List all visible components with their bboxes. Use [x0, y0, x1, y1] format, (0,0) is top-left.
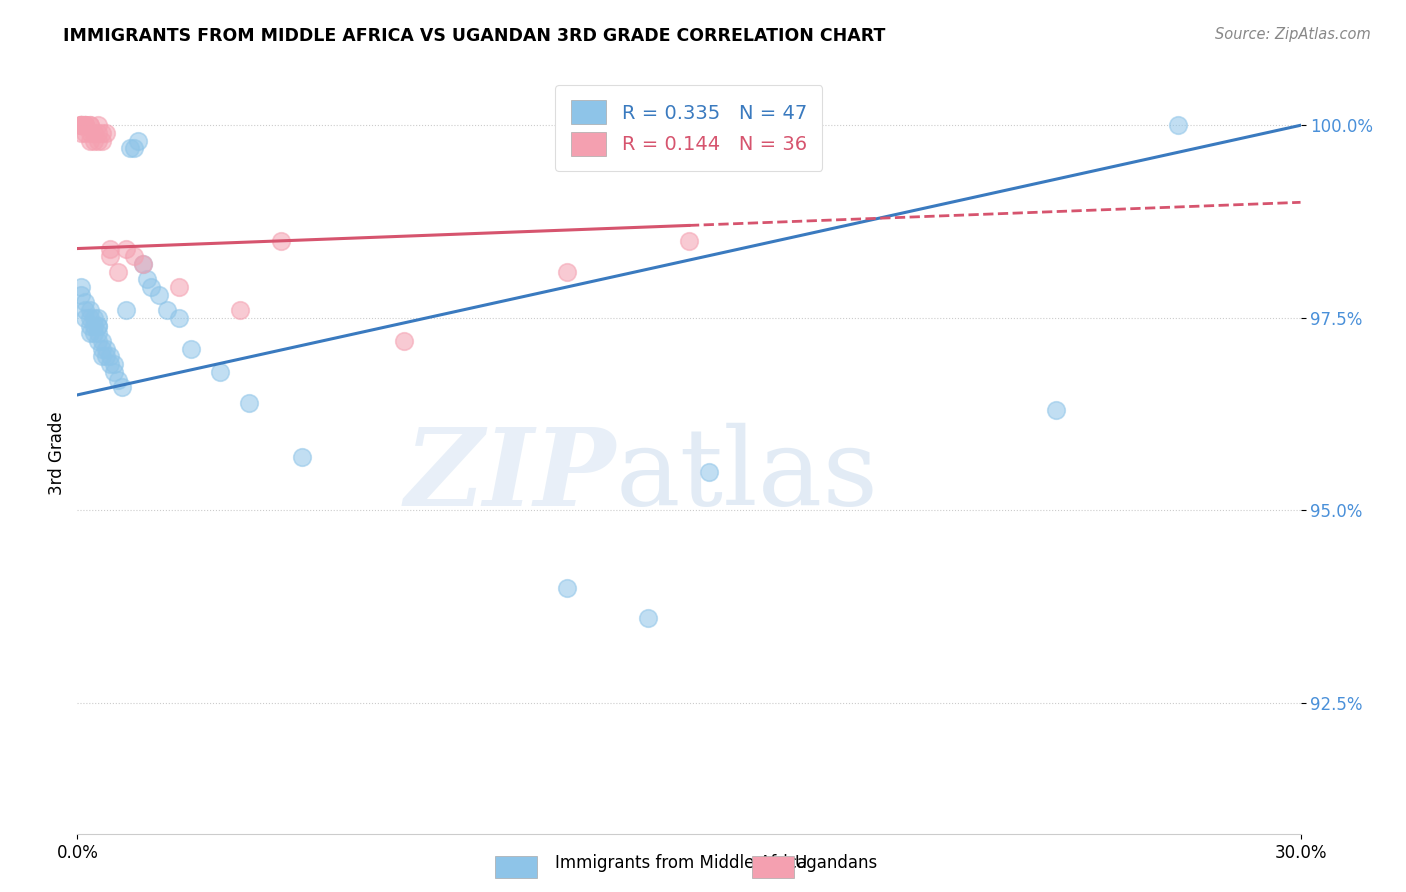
Point	[127, 134, 149, 148]
Point	[229, 303, 252, 318]
Point	[103, 357, 125, 371]
Point	[699, 465, 721, 479]
Point	[156, 303, 179, 318]
Point	[79, 118, 101, 132]
Point	[70, 118, 93, 132]
Point	[124, 141, 146, 155]
Point	[290, 450, 312, 464]
Point	[79, 303, 101, 318]
Point	[83, 310, 105, 325]
Text: Source: ZipAtlas.com: Source: ZipAtlas.com	[1215, 27, 1371, 42]
Text: Immigrants from Middle Africa: Immigrants from Middle Africa	[555, 855, 807, 872]
Y-axis label: 3rd Grade: 3rd Grade	[48, 411, 66, 494]
Point	[70, 126, 93, 140]
Point	[107, 372, 129, 386]
Point	[70, 118, 93, 132]
Point	[180, 342, 202, 356]
Point	[1167, 118, 1189, 132]
Point	[75, 126, 97, 140]
Point	[75, 303, 97, 318]
Point	[79, 118, 101, 132]
Point	[111, 380, 134, 394]
Point	[79, 318, 101, 333]
Point	[678, 234, 700, 248]
Point	[75, 118, 97, 132]
Point	[90, 350, 112, 364]
Point	[169, 310, 191, 325]
Point	[87, 318, 110, 333]
Point	[94, 342, 117, 356]
Text: ZIP: ZIP	[404, 423, 616, 529]
Point	[75, 118, 97, 132]
Point	[555, 265, 578, 279]
Point	[75, 118, 97, 132]
Point	[98, 249, 121, 263]
Point	[115, 303, 138, 318]
Point	[79, 310, 101, 325]
Point	[83, 318, 105, 333]
Point	[70, 118, 93, 132]
Point	[94, 350, 117, 364]
Point	[90, 134, 112, 148]
Point	[83, 126, 105, 140]
Point	[83, 326, 105, 341]
Text: IMMIGRANTS FROM MIDDLE AFRICA VS UGANDAN 3RD GRADE CORRELATION CHART: IMMIGRANTS FROM MIDDLE AFRICA VS UGANDAN…	[63, 27, 886, 45]
Point	[131, 257, 153, 271]
Point	[208, 365, 231, 379]
Point	[87, 318, 110, 333]
Point	[148, 287, 170, 301]
Point	[70, 280, 93, 294]
Point	[70, 118, 93, 132]
Point	[87, 126, 110, 140]
Point	[90, 334, 112, 348]
Point	[98, 242, 121, 256]
Point	[79, 134, 101, 148]
Legend: R = 0.335   N = 47, R = 0.144   N = 36: R = 0.335 N = 47, R = 0.144 N = 36	[555, 85, 823, 171]
Point	[98, 357, 121, 371]
Point	[75, 310, 97, 325]
Point	[124, 249, 146, 263]
Point	[555, 581, 578, 595]
Point	[87, 334, 110, 348]
Point	[392, 334, 415, 348]
Text: atlas: atlas	[616, 423, 879, 528]
Point	[70, 118, 93, 132]
Point	[270, 234, 292, 248]
Point	[70, 287, 93, 301]
Point	[115, 242, 138, 256]
Point	[169, 280, 191, 294]
Point	[70, 118, 93, 132]
Point	[94, 126, 117, 140]
Point	[103, 365, 125, 379]
Point	[75, 295, 97, 310]
Point	[83, 134, 105, 148]
Point	[131, 257, 153, 271]
Point	[87, 134, 110, 148]
Point	[238, 395, 260, 409]
Point	[107, 265, 129, 279]
Point	[90, 126, 112, 140]
Point	[79, 326, 101, 341]
Point	[87, 310, 110, 325]
Point	[120, 141, 142, 155]
Point	[75, 118, 97, 132]
Point	[139, 280, 162, 294]
Point	[87, 118, 110, 132]
Point	[98, 350, 121, 364]
Point	[87, 326, 110, 341]
Text: Ugandans: Ugandans	[794, 855, 877, 872]
Point	[1045, 403, 1067, 417]
Point	[79, 126, 101, 140]
Point	[90, 342, 112, 356]
Point	[637, 611, 659, 625]
Point	[135, 272, 157, 286]
